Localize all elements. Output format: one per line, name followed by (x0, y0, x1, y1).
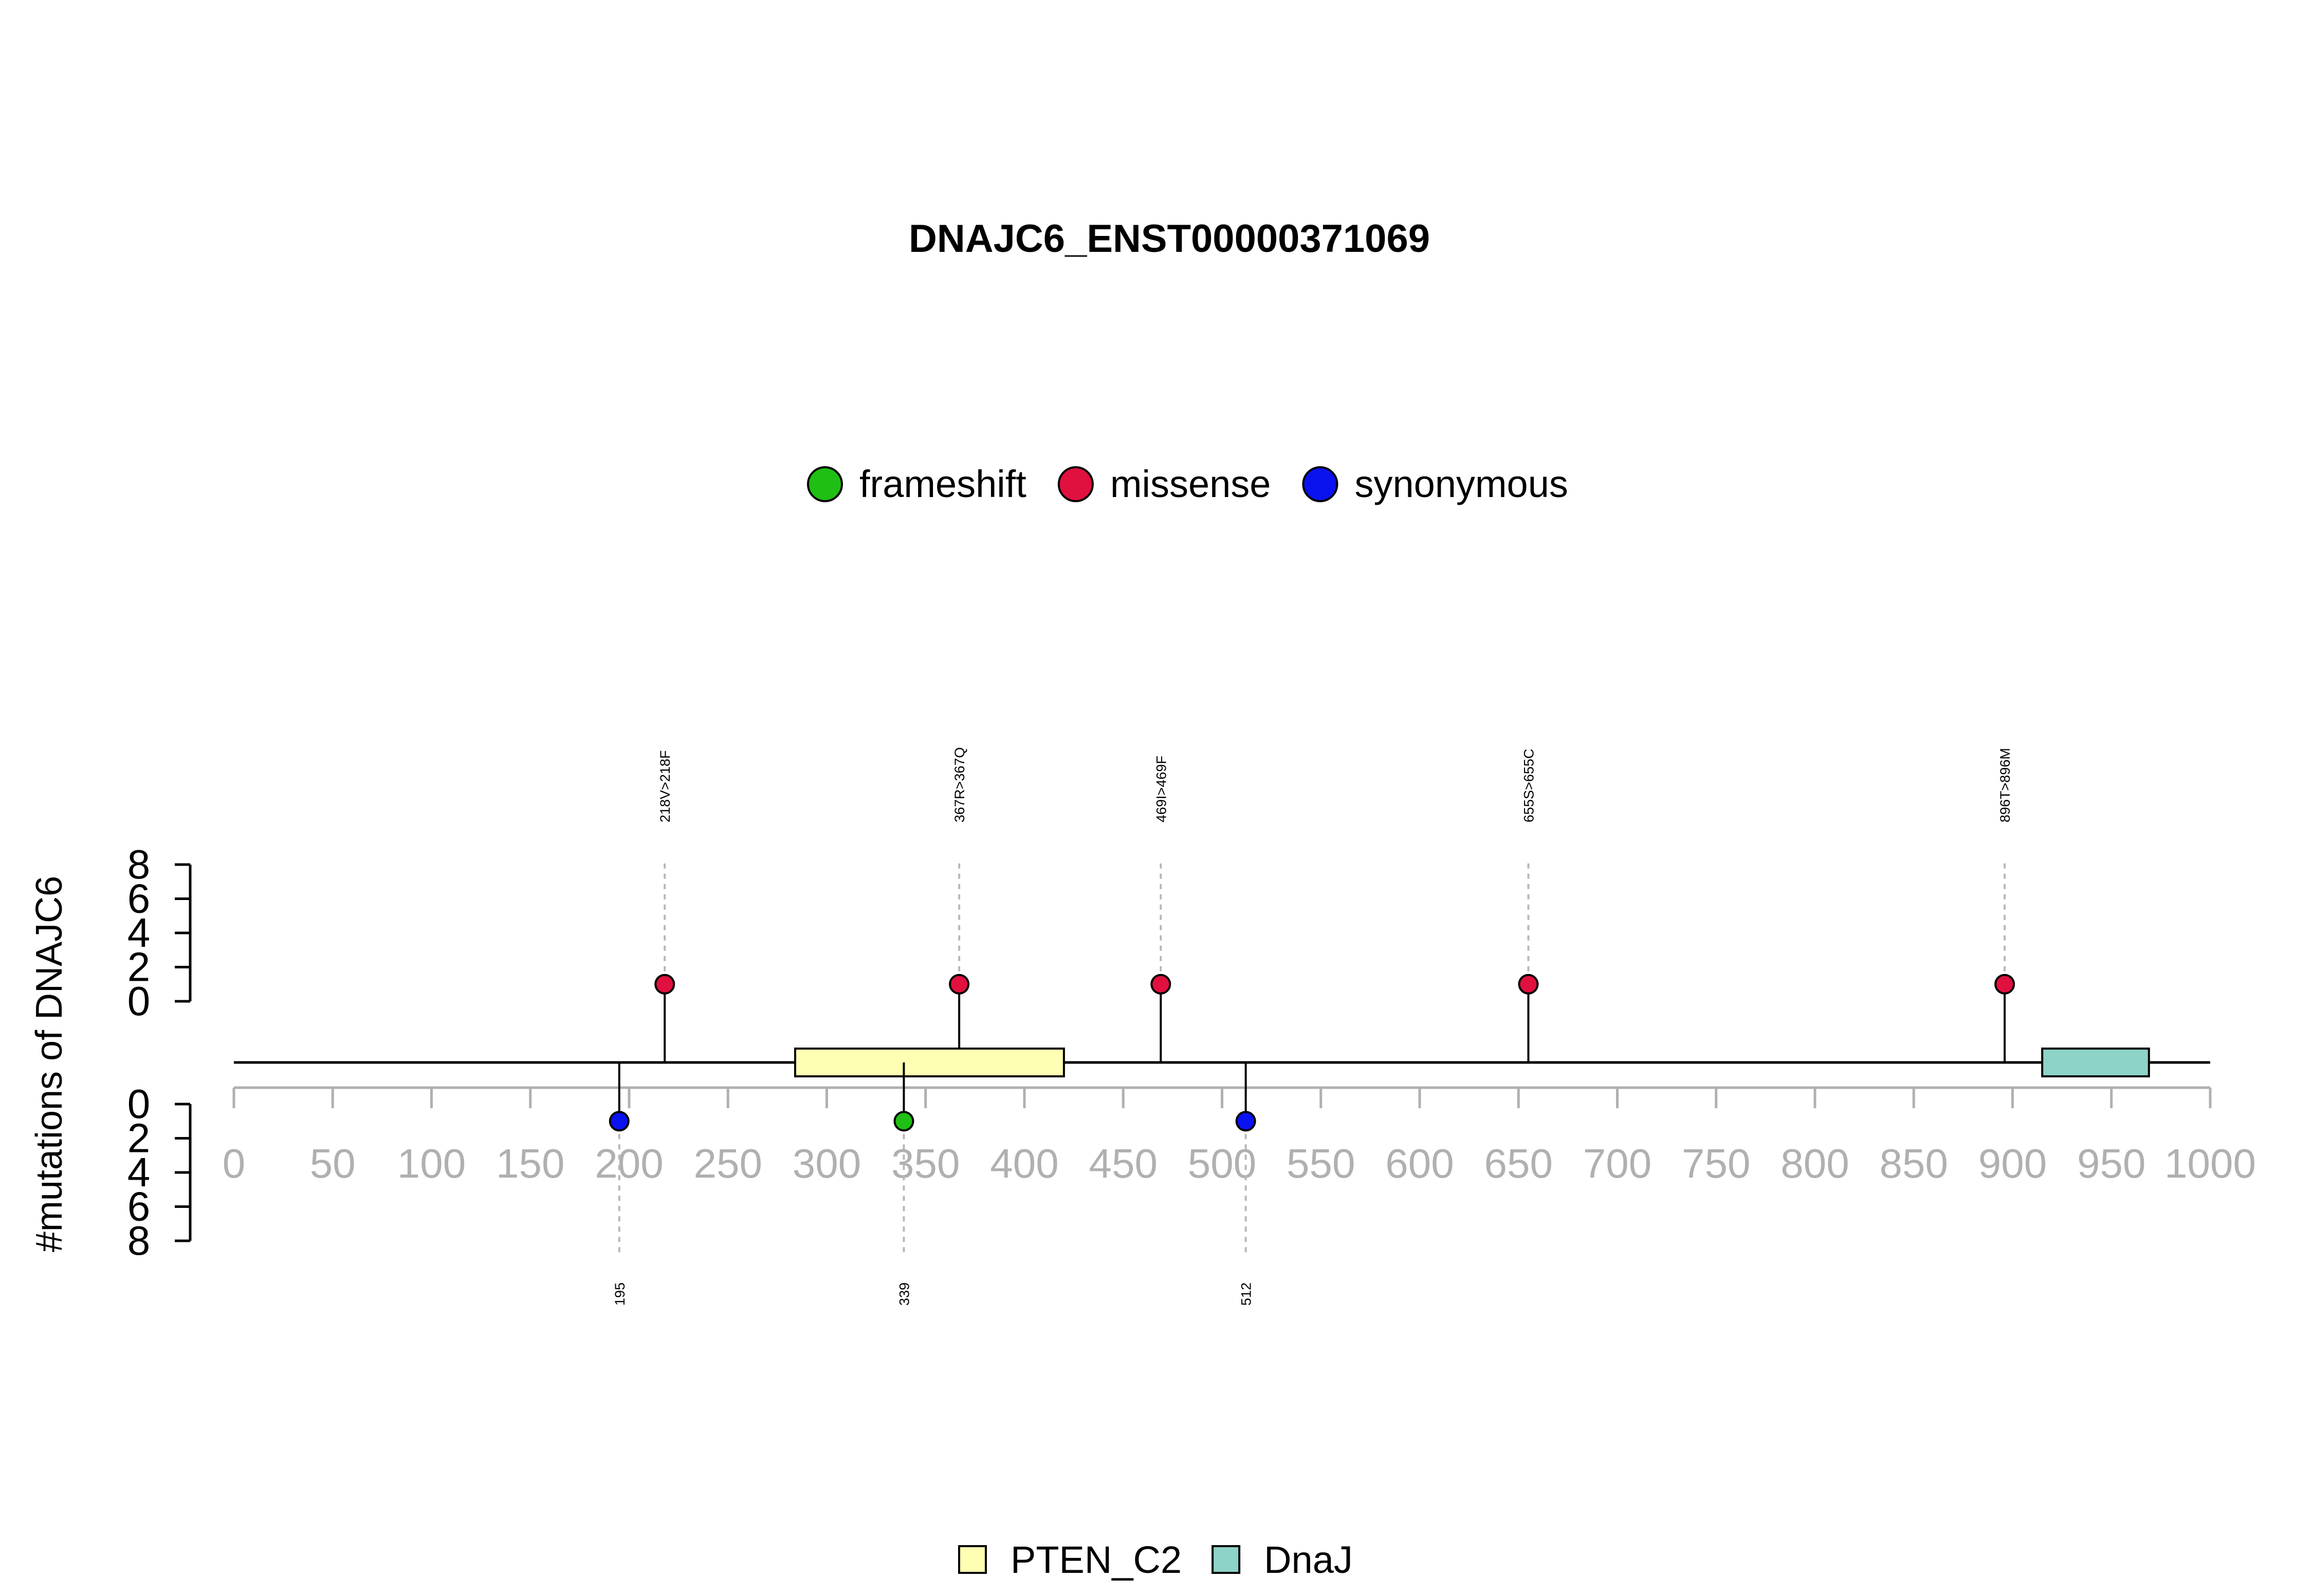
x-tick-label-850: 850 (1880, 1141, 1948, 1186)
mutation-label-655: 655S>655C (1521, 749, 1536, 822)
legend-label-missense: missense (1110, 463, 1271, 505)
chart-title: DNAJC6_ENST00000371069 (909, 217, 1430, 261)
lollipop-missense-218 (654, 974, 675, 995)
lollipop-missense-367 (949, 974, 970, 995)
y-tick-label-bottom-6: 6 (127, 1184, 151, 1230)
x-tick-label-700: 700 (1583, 1141, 1651, 1186)
legend-marker-synonymous (1302, 466, 1338, 502)
lollipops-top: 218V>218F 367R>367Q 469I>469F 655S>655C 896T… (654, 747, 2015, 1062)
domain-legend-marker-dnaj (1211, 1545, 1241, 1574)
x-tick-label-900: 900 (1978, 1141, 2047, 1186)
x-tick-label-0: 0 (223, 1141, 246, 1186)
y-tick-label-top-8: 8 (127, 841, 151, 887)
x-tick-label-300: 300 (793, 1141, 861, 1186)
lollipop-synonymous-195 (609, 1111, 630, 1132)
lollipops-bottom: 195 339 512 (609, 1062, 1256, 1306)
x-tick-label-950: 950 (2077, 1141, 2145, 1186)
lollipop-missense-896 (1994, 974, 2015, 995)
x-tick-label-1000: 1000 (2164, 1141, 2256, 1186)
mutation-label-339: 339 (896, 1282, 912, 1306)
mutation-label-218: 218V>218F (657, 750, 673, 822)
domain-legend-marker-pten-c2 (958, 1545, 987, 1574)
x-tick-label-800: 800 (1780, 1141, 1849, 1186)
x-tick-label-250: 250 (694, 1141, 762, 1186)
domain-legend: PTEN_C2 DnaJ (958, 1538, 1353, 1581)
y-tick-label-bottom-8: 8 (127, 1218, 151, 1263)
x-tick-label-150: 150 (496, 1141, 564, 1186)
y-tick-label-bottom-0: 0 (127, 1081, 151, 1127)
x-tick-label-650: 650 (1484, 1141, 1553, 1186)
x-tick-label-100: 100 (397, 1141, 466, 1186)
mutation-label-512: 512 (1239, 1282, 1254, 1306)
lollipop-synonymous-512 (1235, 1111, 1256, 1132)
protein-domains (794, 1048, 2150, 1077)
mutation-label-195: 195 (612, 1282, 628, 1306)
domain-legend-label-dnaj: DnaJ (1264, 1538, 1353, 1581)
y-tick-label-top-6: 6 (127, 876, 151, 922)
mutation-label-896: 896T>896M (1997, 748, 2013, 822)
lollipop-missense-469 (1150, 974, 1171, 995)
mutation-legend: frameshift missense synonymous (807, 463, 1568, 505)
x-tick-label-450: 450 (1089, 1141, 1158, 1186)
legend-label-frameshift: frameshift (859, 463, 1026, 505)
legend-label-synonymous: synonymous (1354, 463, 1568, 505)
mutation-label-469: 469I>469F (1153, 756, 1169, 822)
x-tick-label-50: 50 (310, 1141, 356, 1186)
y-tick-label-top-2: 2 (127, 944, 151, 990)
lollipop-missense-655 (1518, 974, 1539, 995)
legend-marker-missense (1057, 466, 1094, 502)
x-axis: 0 50 100 150 200 250 300 350 400 450 500 550 600 650 7… (223, 1086, 2256, 1186)
x-tick-label-750: 750 (1682, 1141, 1750, 1186)
x-tick-label-550: 550 (1287, 1141, 1355, 1186)
lollipop-frameshift-339 (893, 1111, 914, 1132)
domain-legend-label-pten-c2: PTEN_C2 (1011, 1538, 1182, 1581)
domain-dnaj (2041, 1048, 2150, 1077)
y-axis-label: #mutations of DNAJC6 (29, 876, 70, 1252)
y-tick-label-bottom-2: 2 (127, 1115, 151, 1161)
y-tick-label-bottom-4: 4 (127, 1149, 151, 1195)
x-tick-label-600: 600 (1385, 1141, 1454, 1186)
x-tick-label-400: 400 (990, 1141, 1058, 1186)
domain-pten-c2 (794, 1048, 1065, 1077)
x-tick-label-200: 200 (595, 1141, 663, 1186)
y-tick-label-top-4: 4 (127, 910, 151, 956)
x-tick-label-350: 350 (891, 1141, 960, 1186)
y-tick-label-top-0: 0 (127, 978, 151, 1024)
legend-marker-frameshift (807, 466, 843, 502)
mutation-label-367: 367R>367Q (952, 747, 967, 822)
